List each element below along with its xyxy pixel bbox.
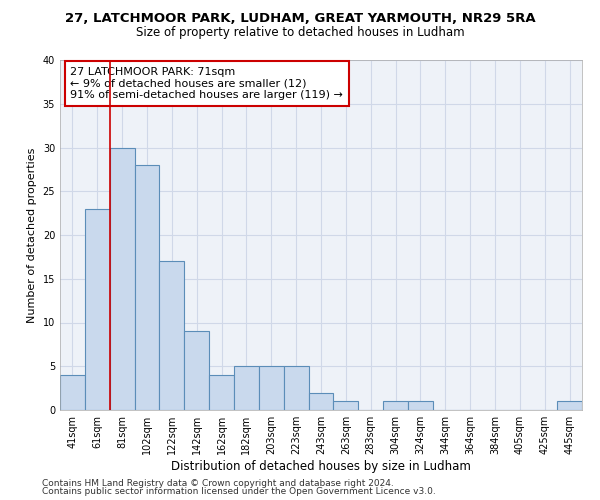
- Text: Contains public sector information licensed under the Open Government Licence v3: Contains public sector information licen…: [42, 487, 436, 496]
- Bar: [334, 401, 358, 410]
- Y-axis label: Number of detached properties: Number of detached properties: [27, 148, 37, 322]
- Bar: [557, 401, 582, 410]
- Bar: [383, 401, 408, 410]
- Bar: [209, 375, 234, 410]
- X-axis label: Distribution of detached houses by size in Ludham: Distribution of detached houses by size …: [171, 460, 471, 473]
- Text: Size of property relative to detached houses in Ludham: Size of property relative to detached ho…: [136, 26, 464, 39]
- Bar: [234, 366, 259, 410]
- Text: 27 LATCHMOOR PARK: 71sqm
← 9% of detached houses are smaller (12)
91% of semi-de: 27 LATCHMOOR PARK: 71sqm ← 9% of detache…: [70, 67, 343, 100]
- Bar: [408, 401, 433, 410]
- Bar: [60, 375, 85, 410]
- Bar: [184, 331, 209, 410]
- Text: Contains HM Land Registry data © Crown copyright and database right 2024.: Contains HM Land Registry data © Crown c…: [42, 478, 394, 488]
- Bar: [284, 366, 308, 410]
- Bar: [160, 261, 184, 410]
- Bar: [308, 392, 334, 410]
- Bar: [85, 209, 110, 410]
- Bar: [110, 148, 134, 410]
- Bar: [134, 165, 160, 410]
- Bar: [259, 366, 284, 410]
- Text: 27, LATCHMOOR PARK, LUDHAM, GREAT YARMOUTH, NR29 5RA: 27, LATCHMOOR PARK, LUDHAM, GREAT YARMOU…: [65, 12, 535, 26]
